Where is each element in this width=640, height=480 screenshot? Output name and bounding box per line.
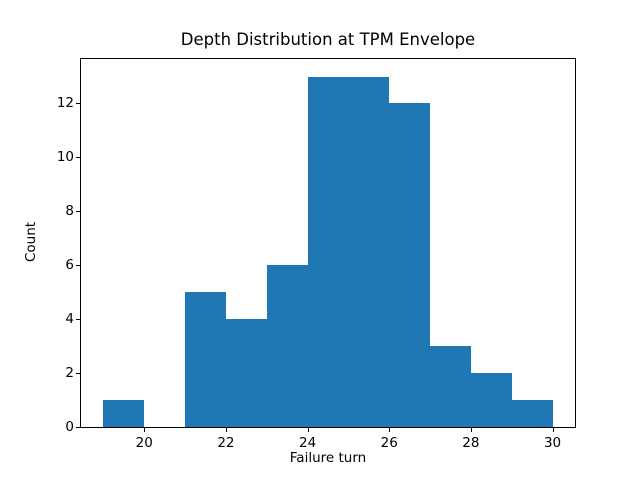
y-tick-label: 6 [65,257,74,274]
x-tick-mark [225,428,227,432]
x-axis-label: Failure turn [289,450,367,466]
y-tick-mark [76,264,80,266]
y-tick-label: 10 [56,149,74,166]
y-tick-mark [76,156,80,158]
x-tick-mark [389,428,391,432]
histogram-bar [266,265,308,427]
x-tick-label: 22 [217,435,235,451]
x-tick-mark [307,428,309,432]
y-tick-mark [76,102,80,104]
x-tick-label: 20 [135,435,153,451]
histogram-bar [511,400,553,427]
histogram-bar [307,76,349,427]
y-tick-mark [76,426,80,428]
x-tick-label: 30 [543,435,562,451]
y-tick-mark [76,372,80,374]
plot-area: 20 22 24 26 28 30 0 2 4 6 8 10 12 [57,58,576,451]
x-tick-label: 26 [380,435,398,451]
y-tick-mark [76,318,80,320]
y-tick-label: 12 [56,95,74,112]
x-tick-label: 28 [462,435,480,451]
y-axis-label: Count [23,221,40,263]
chart-title: Depth Distribution at TPM Envelope [180,30,476,49]
histogram-bar [348,76,390,427]
y-tick-mark [76,210,80,212]
y-tick-label: 4 [65,311,74,328]
histogram-bar [225,319,267,427]
x-tick-mark [144,428,146,432]
x-tick-mark [470,428,472,432]
x-tick-label: 24 [298,435,317,451]
x-tick-mark [552,428,554,432]
histogram-bar [185,292,226,427]
y-tick-label: 2 [65,365,74,382]
histogram-bar [103,400,145,427]
y-tick-label: 8 [65,203,74,220]
histogram-bar [470,373,512,427]
histogram-bar [389,103,431,427]
histogram-bar [430,346,471,427]
y-tick-label: 0 [65,419,74,435]
